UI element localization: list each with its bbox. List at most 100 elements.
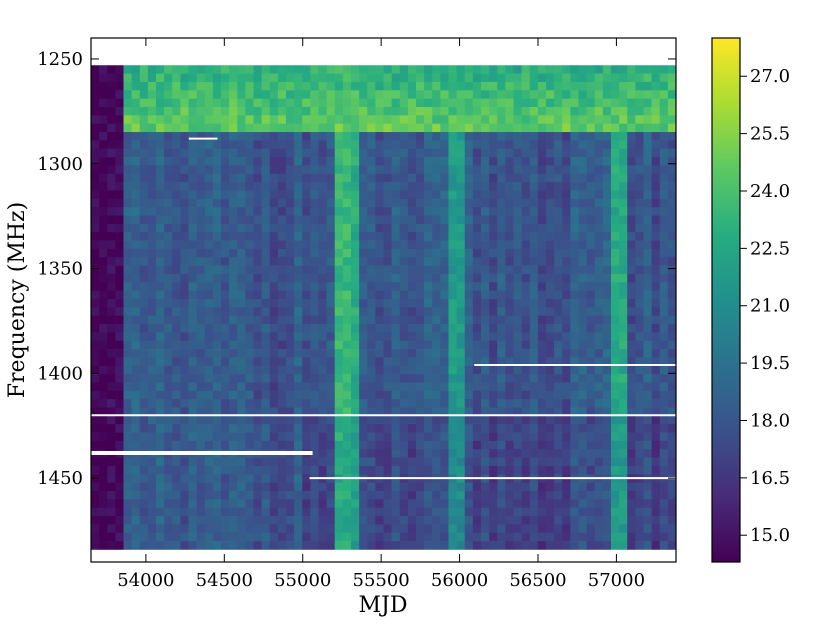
heatmap-cell bbox=[204, 307, 214, 317]
heatmap-cell bbox=[578, 541, 587, 550]
heatmap-cell bbox=[407, 223, 417, 233]
heatmap-cell bbox=[286, 148, 295, 158]
heatmap-cell bbox=[139, 65, 149, 74]
heatmap-cell bbox=[123, 232, 132, 241]
heatmap-cell bbox=[407, 332, 417, 342]
heatmap-cell bbox=[383, 81, 392, 91]
heatmap-cell bbox=[188, 332, 197, 342]
heatmap-cell bbox=[448, 257, 457, 266]
heatmap-cell bbox=[196, 357, 206, 367]
heatmap-cell bbox=[416, 232, 425, 241]
heatmap-cell bbox=[481, 516, 490, 525]
heatmap-cell bbox=[277, 140, 287, 150]
heatmap-cell bbox=[147, 541, 157, 550]
heatmap-cell bbox=[131, 390, 141, 400]
heatmap-cell bbox=[269, 407, 279, 417]
heatmap-cell bbox=[432, 298, 441, 308]
heatmap-cell bbox=[651, 524, 661, 534]
heatmap-cell bbox=[578, 432, 587, 442]
heatmap-cell bbox=[196, 207, 206, 216]
heatmap-cell bbox=[489, 290, 498, 300]
heatmap-cell bbox=[99, 148, 108, 158]
heatmap-cell bbox=[481, 173, 490, 183]
heatmap-cell bbox=[269, 248, 279, 258]
heatmap-cell bbox=[521, 215, 531, 225]
heatmap-cell bbox=[472, 115, 482, 125]
heatmap-cell bbox=[367, 315, 376, 325]
heatmap-cell bbox=[115, 173, 124, 183]
heatmap-cell bbox=[440, 248, 449, 258]
heatmap-cell bbox=[156, 349, 165, 358]
heatmap-cell bbox=[318, 357, 327, 367]
heatmap-cell bbox=[602, 115, 612, 125]
heatmap-cell bbox=[627, 81, 636, 91]
heatmap-cell bbox=[221, 374, 230, 383]
heatmap-cell bbox=[156, 357, 165, 367]
heatmap-cell bbox=[286, 307, 295, 317]
heatmap-cell bbox=[456, 407, 466, 417]
heatmap-cell bbox=[229, 148, 238, 158]
heatmap-cell bbox=[602, 507, 612, 517]
heatmap-cell bbox=[375, 232, 384, 241]
heatmap-cell bbox=[529, 307, 539, 317]
heatmap-cell bbox=[253, 182, 262, 191]
heatmap-cell bbox=[537, 65, 547, 74]
heatmap-cell bbox=[351, 440, 360, 450]
heatmap-cell bbox=[627, 516, 636, 525]
heatmap-cell bbox=[204, 382, 214, 392]
heatmap-cell bbox=[448, 490, 457, 500]
heatmap-cell bbox=[334, 148, 344, 158]
heatmap-cell bbox=[221, 541, 230, 550]
heatmap-cell bbox=[221, 399, 230, 408]
heatmap-cell bbox=[651, 282, 661, 291]
heatmap-cell bbox=[407, 457, 417, 467]
heatmap-cell bbox=[351, 465, 360, 475]
heatmap-cell bbox=[464, 198, 474, 208]
heatmap-cell bbox=[99, 440, 108, 450]
colorbar-tick-label: 21.0 bbox=[750, 296, 790, 317]
heatmap-cell bbox=[578, 223, 587, 233]
heatmap-cell bbox=[147, 532, 157, 542]
heatmap-cell bbox=[229, 440, 238, 450]
heatmap-cell bbox=[334, 290, 344, 300]
heatmap-cell bbox=[472, 516, 482, 525]
heatmap-cell bbox=[188, 457, 197, 467]
heatmap-cell bbox=[310, 507, 319, 517]
heatmap-cell bbox=[359, 424, 368, 433]
heatmap-cell bbox=[619, 532, 628, 542]
heatmap-cell bbox=[578, 140, 587, 150]
heatmap-cell bbox=[156, 215, 165, 225]
heatmap-cell bbox=[147, 215, 157, 225]
heatmap-cell bbox=[521, 507, 531, 517]
heatmap-cell bbox=[643, 349, 652, 358]
heatmap-cell bbox=[164, 157, 173, 166]
heatmap-cell bbox=[180, 248, 189, 258]
heatmap-cell bbox=[456, 532, 466, 542]
heatmap-cell bbox=[627, 507, 636, 517]
heatmap-cell bbox=[416, 307, 425, 317]
heatmap-cell bbox=[456, 307, 466, 317]
heatmap-cell bbox=[342, 223, 352, 233]
heatmap-cell bbox=[245, 81, 254, 91]
heatmap-cell bbox=[326, 81, 336, 91]
heatmap-cell bbox=[99, 123, 108, 133]
heatmap-cell bbox=[204, 490, 214, 500]
heatmap-cell bbox=[131, 198, 141, 208]
heatmap-cell bbox=[602, 349, 612, 358]
heatmap-cell bbox=[139, 457, 149, 467]
heatmap-cell bbox=[586, 240, 596, 250]
heatmap-cell bbox=[513, 382, 522, 392]
heatmap-cell bbox=[448, 357, 457, 367]
heatmap-cell bbox=[602, 148, 612, 158]
heatmap-cell bbox=[505, 390, 514, 400]
heatmap-cell bbox=[367, 357, 376, 367]
heatmap-cell bbox=[269, 207, 279, 216]
heatmap-cell bbox=[229, 265, 238, 275]
heatmap-cell bbox=[294, 340, 303, 350]
heatmap-cell bbox=[513, 365, 522, 375]
heatmap-cell bbox=[302, 123, 311, 133]
heatmap-cell bbox=[602, 315, 612, 325]
heatmap-cell bbox=[489, 524, 498, 534]
heatmap-cell bbox=[253, 340, 262, 350]
heatmap-cell bbox=[302, 541, 311, 550]
